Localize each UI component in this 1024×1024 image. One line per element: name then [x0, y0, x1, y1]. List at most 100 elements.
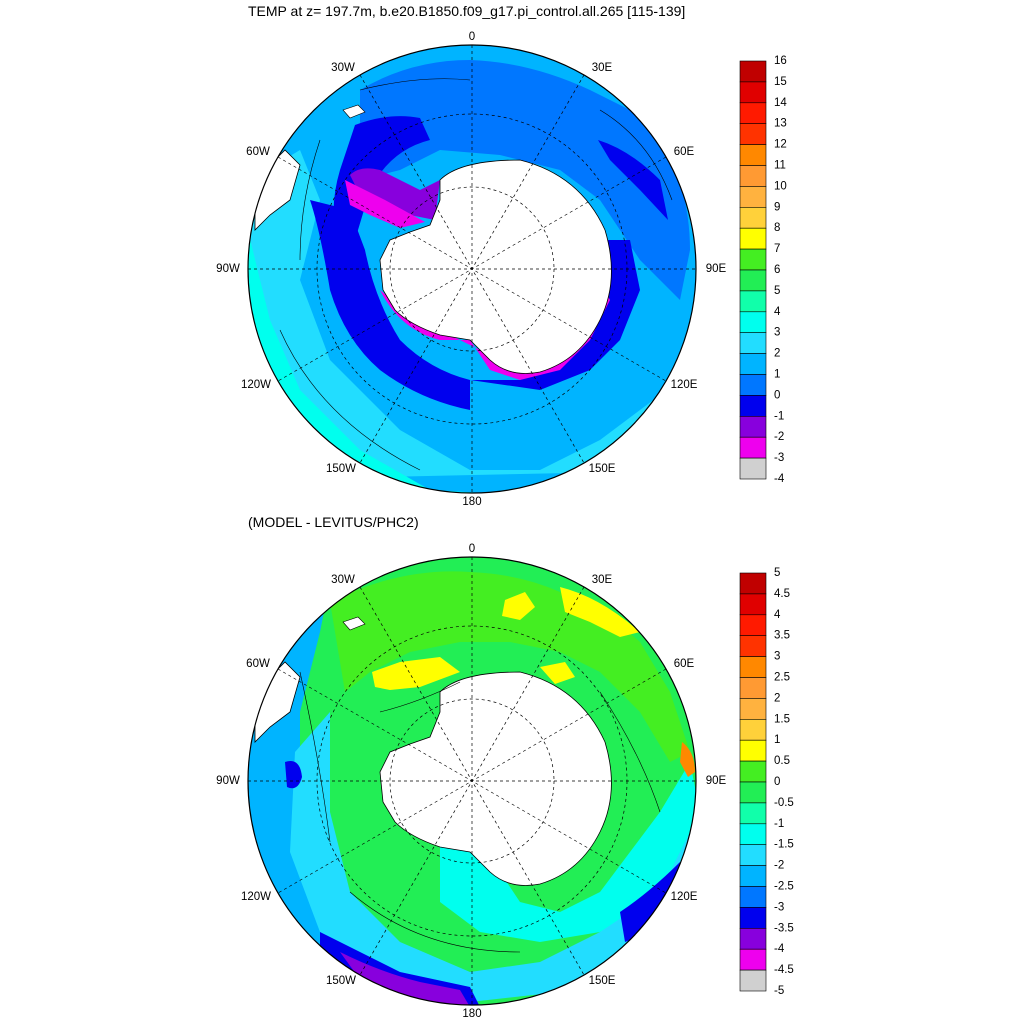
diff-warm-patch-east	[540, 662, 575, 684]
colorbar-swatch	[739, 269, 767, 292]
colorbar-label: 0	[774, 776, 780, 788]
colorbar-swatch	[739, 948, 767, 971]
weddell-cold-pool	[350, 168, 440, 220]
colorbar-swatch	[739, 760, 767, 783]
diff-warm-patch-30e	[560, 587, 640, 637]
colorbar-label: -2.5	[774, 881, 794, 893]
longitude-label: 180	[462, 496, 481, 508]
colorbar-label: 7	[774, 243, 780, 255]
colorbar-swatch	[739, 353, 767, 375]
colorbar-swatch	[739, 865, 767, 887]
colorbar-label: -0.5	[774, 797, 794, 809]
longitude-label: 60W	[246, 658, 270, 670]
colorbar-swatch	[739, 290, 767, 313]
colorbar-label: -1	[774, 818, 784, 830]
colorbar-label: 3	[774, 651, 780, 663]
colorbar-swatch	[739, 719, 767, 741]
colorbar-label: -2	[774, 860, 784, 872]
diff-warm-patch-weddell	[372, 657, 460, 690]
south-georgia-island	[342, 104, 366, 119]
colorbar-swatch	[739, 102, 767, 125]
longitude-label: 30E	[592, 62, 613, 74]
difference-colorbar: 5 4.5 4 3.5 3 2.5 2 1.5 1 0.5 0 -0.5 -1 -1.5 -2 -2.5 -3 -…	[739, 567, 794, 997]
colorbar-swatch	[739, 395, 767, 417]
colorbar-label: 1.5	[774, 713, 790, 725]
longitude-label: 30E	[592, 574, 613, 586]
colorbar-swatch	[739, 81, 767, 104]
plot-title: TEMP at z= 197.7m, b.e20.B1850.f09_g17.p…	[248, 3, 686, 19]
colorbar-swatch	[739, 144, 767, 166]
colorbar-label: -4	[774, 943, 785, 955]
longitude-label: 30W	[331, 62, 355, 74]
colorbar-swatch	[739, 415, 767, 438]
ocean-field-0to1-west	[333, 116, 430, 266]
colorbar-swatch	[739, 332, 767, 354]
colorbar-label: 5	[774, 567, 780, 579]
colorbar-swatch	[739, 886, 767, 908]
colorbar-swatch	[739, 927, 767, 950]
longitude-label: 30W	[331, 574, 355, 586]
colorbar-label: -2	[774, 431, 784, 443]
contour-lines	[279, 78, 673, 471]
colorbar-swatch	[739, 739, 767, 762]
longitude-label: 120E	[671, 379, 698, 391]
colorbar-swatch	[739, 123, 767, 145]
colorbar-label: 9	[774, 201, 780, 213]
colorbar-swatch	[739, 457, 767, 480]
ocean-field-3to4	[248, 150, 696, 480]
difference-title: (MODEL - LEVITUS/PHC2)	[248, 514, 419, 530]
colorbar-label: 4	[774, 609, 781, 621]
colorbar-swatch	[739, 248, 767, 271]
longitude-label: 180	[462, 1008, 481, 1020]
colorbar-swatch	[739, 60, 767, 83]
colorbar-swatch	[739, 165, 767, 187]
difference-map-panel: 0 30E 60E 90E 120E 150E 180 150W 120W 90W 60W 30W 5…	[216, 543, 794, 1020]
colorbar-label: 8	[774, 222, 780, 234]
map-field	[248, 557, 696, 1005]
diff-field-minus05to0	[440, 762, 696, 942]
colorbar-label: 2	[774, 348, 780, 360]
longitude-label: 150E	[589, 975, 616, 987]
colorbar-label: -4	[774, 473, 785, 485]
longitude-label: 120E	[671, 891, 698, 903]
colorbar-label: -4.5	[774, 964, 794, 976]
colorbar-label: 4	[774, 306, 781, 318]
colorbar-swatch	[739, 614, 767, 637]
colorbar-swatch	[739, 677, 767, 699]
colorbar-label: 3	[774, 327, 780, 339]
longitude-label: 90E	[706, 775, 727, 787]
longitude-label: 0	[469, 543, 475, 555]
graticule	[248, 45, 696, 493]
longitude-label: 120W	[241, 379, 271, 391]
longitude-label: 90W	[216, 775, 240, 787]
antarctica-landmass	[379, 159, 612, 374]
colorbar-swatch	[739, 635, 767, 657]
map-border	[247, 44, 697, 494]
colorbar-swatch	[739, 907, 767, 929]
longitude-label: 0	[469, 31, 475, 43]
longitude-label: 120W	[241, 891, 271, 903]
colorbar-label: 16	[774, 55, 787, 67]
weddell-frozen-edge	[345, 180, 425, 228]
colorbar-swatch	[739, 186, 767, 208]
diff-cold-spot-90w	[285, 761, 302, 789]
antarctica-landmass	[379, 671, 612, 886]
longitude-label: 90W	[216, 263, 240, 275]
longitude-label: 150W	[326, 463, 356, 475]
colorbar-swatch	[739, 823, 767, 845]
colorbar-swatch	[739, 802, 767, 825]
colorbar-label: -1.5	[774, 839, 794, 851]
longitude-label: 90E	[706, 263, 727, 275]
map-field	[248, 45, 696, 493]
colorbar-label: 15	[774, 76, 787, 88]
colorbar-label: 5	[774, 285, 780, 297]
colorbar-swatch	[739, 207, 767, 229]
map-border	[247, 556, 697, 1006]
colorbar-label: 4.5	[774, 588, 790, 600]
longitude-label: 150E	[589, 463, 616, 475]
colorbar-swatch	[739, 311, 767, 333]
colorbar-label: -3	[774, 901, 784, 913]
diff-hot-spot-90e	[680, 742, 695, 777]
